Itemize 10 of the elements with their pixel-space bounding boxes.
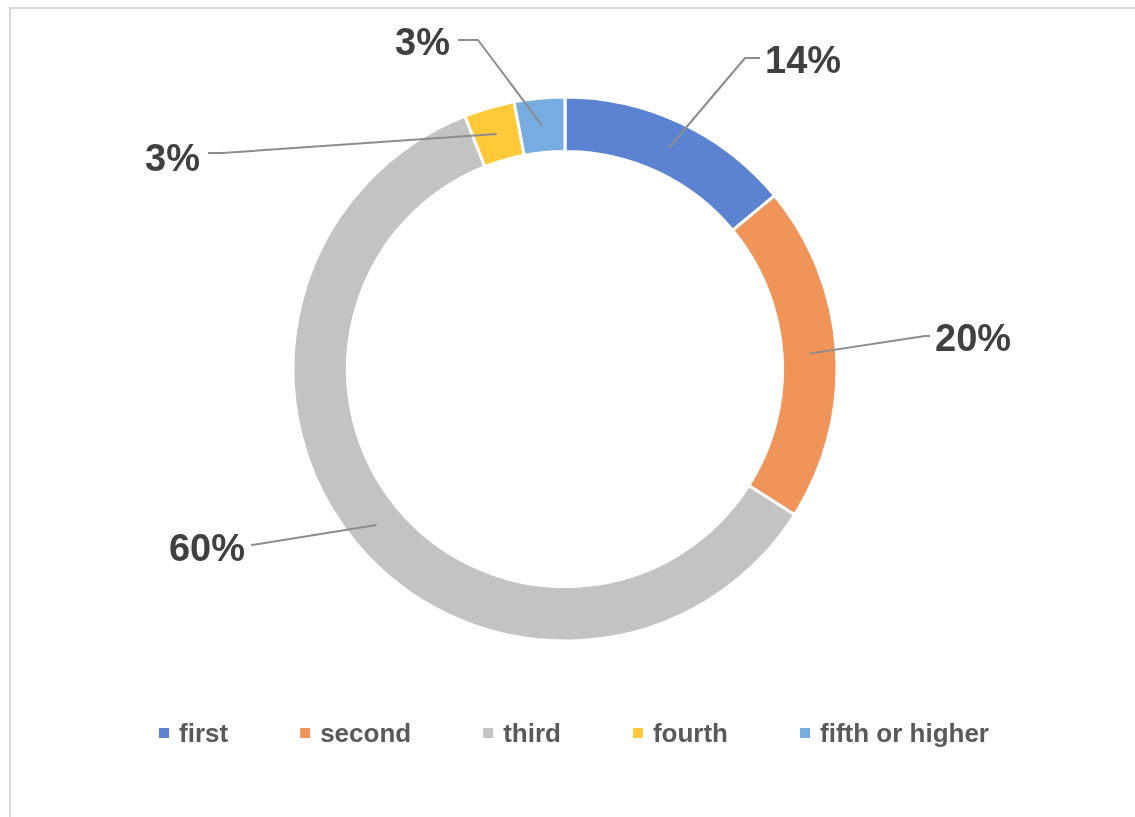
- data-label: 3%: [145, 137, 200, 179]
- legend-label: first: [179, 718, 229, 748]
- legend-label: fourth: [652, 718, 729, 748]
- data-label: 60%: [168, 527, 245, 569]
- legend-label: second: [320, 718, 412, 748]
- data-label: 20%: [935, 317, 1012, 359]
- legend-label: third: [503, 718, 561, 748]
- data-label: 3%: [395, 21, 450, 63]
- legend-label: fifth or higher: [820, 718, 989, 748]
- data-label: 14%: [765, 39, 842, 81]
